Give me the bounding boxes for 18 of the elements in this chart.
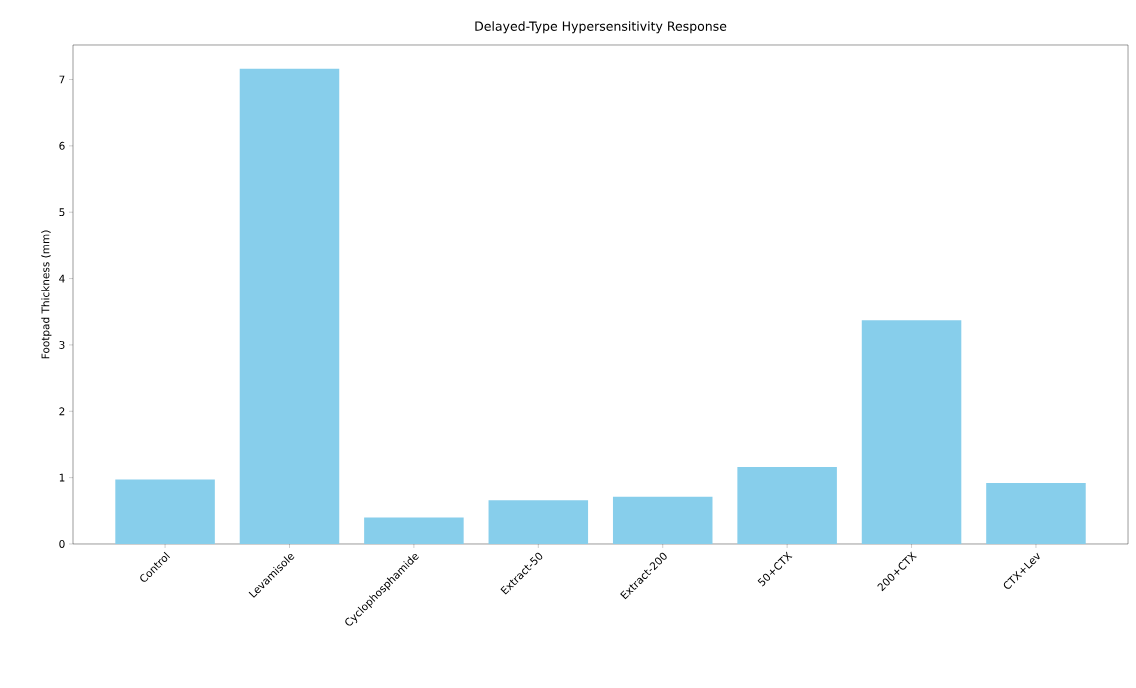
bar	[737, 467, 837, 544]
bar	[986, 482, 1086, 544]
bar	[239, 68, 340, 544]
bar	[364, 517, 464, 544]
y-tick-label: 5	[59, 208, 65, 217]
y-axis-title: Footpad Thickness (mm)	[41, 230, 52, 359]
y-tick-label: 0	[59, 540, 65, 548]
y-tick-label: 3	[59, 340, 65, 349]
y-tick-label: 2	[59, 407, 65, 416]
y-tick-label: 4	[59, 274, 65, 283]
bar	[612, 496, 713, 544]
y-tick-label: 6	[59, 141, 65, 150]
bar	[115, 479, 215, 544]
bar	[861, 320, 962, 544]
y-tick-label: 7	[59, 75, 65, 84]
bar	[488, 500, 589, 544]
chart-title: Delayed-Type Hypersensitivity Response	[475, 21, 727, 34]
y-tick-label: 1	[59, 473, 65, 482]
